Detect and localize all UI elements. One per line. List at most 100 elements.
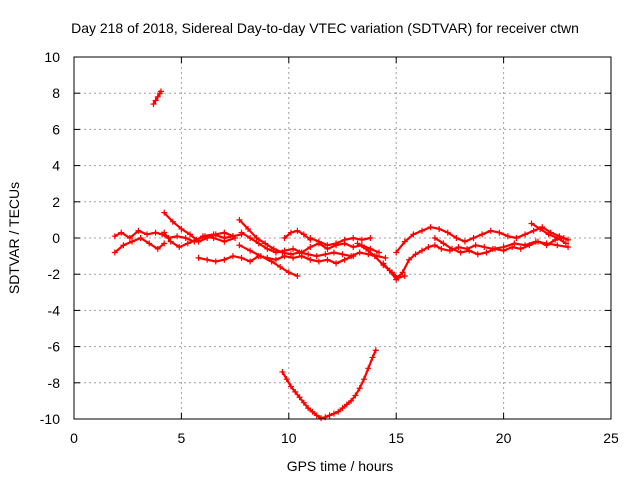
series-track-b (111, 235, 168, 256)
data-point (343, 401, 350, 408)
data-point (431, 242, 438, 249)
y-tick-label: -6 (48, 339, 61, 355)
data-point (292, 388, 299, 395)
data-point (294, 273, 301, 280)
data-point (305, 405, 312, 412)
data-point (221, 256, 228, 263)
data-point (504, 233, 511, 240)
data-point (135, 227, 142, 234)
data-point (285, 269, 292, 276)
data-point (543, 242, 550, 249)
data-point (326, 412, 333, 419)
data-point (154, 245, 161, 252)
data-point (339, 405, 346, 412)
y-tick-label: 10 (44, 49, 60, 65)
data-point (412, 251, 419, 258)
data-point (313, 253, 320, 260)
data-point (322, 251, 329, 258)
data-point (565, 244, 572, 251)
data-point (554, 235, 561, 241)
data-point (483, 249, 490, 256)
series-track-n (431, 235, 567, 258)
data-point (178, 225, 185, 232)
data-point (300, 231, 307, 238)
data-point (210, 235, 217, 241)
data-point (300, 399, 307, 406)
data-point (348, 253, 355, 260)
data-point (186, 231, 193, 238)
data-point (565, 236, 572, 243)
data-point (382, 254, 389, 261)
data-point (120, 242, 127, 249)
data-point (418, 247, 425, 254)
x-tick-label: 25 (603, 430, 619, 446)
y-axis-label: SDTVAR / TECUs (6, 182, 22, 294)
data-point (354, 240, 361, 247)
series-track-q (279, 347, 379, 422)
data-point (307, 256, 314, 263)
data-point (356, 385, 363, 392)
grid-lines (74, 57, 611, 419)
data-point (444, 229, 451, 236)
data-point (431, 235, 438, 241)
data-point (440, 240, 447, 247)
x-tick-label: 0 (70, 430, 78, 446)
data-point (126, 235, 133, 241)
data-point (161, 209, 168, 216)
data-point (369, 354, 376, 361)
data-point (418, 227, 425, 234)
data-point (182, 235, 189, 241)
data-point (318, 415, 325, 422)
data-point (356, 249, 363, 256)
data-point (290, 254, 297, 261)
data-point (363, 245, 370, 252)
data-point (453, 235, 460, 241)
series-line (281, 349, 377, 420)
data-point (315, 258, 322, 265)
data-point (487, 227, 494, 234)
data-point (376, 249, 383, 256)
data-point (335, 408, 342, 415)
y-tick-label: -4 (48, 302, 61, 318)
data-point (481, 244, 488, 251)
data-point (281, 247, 288, 254)
data-point (272, 256, 279, 263)
data-point (257, 253, 264, 260)
data-point (410, 231, 417, 238)
data-point (425, 244, 432, 251)
data-point (472, 242, 479, 249)
data-point (330, 249, 337, 256)
data-point (509, 244, 516, 251)
data-point (238, 254, 245, 261)
data-point (238, 229, 245, 236)
data-point (554, 242, 561, 249)
x-axis-label: GPS time / hours (287, 458, 394, 474)
data-point (333, 260, 340, 267)
series-track-g (236, 242, 301, 280)
data-point (406, 256, 413, 263)
data-point (528, 220, 535, 227)
data-point (315, 238, 322, 245)
data-series (111, 88, 572, 422)
data-point (287, 251, 294, 258)
data-point (212, 231, 219, 238)
series-track-e (195, 253, 357, 267)
data-point (111, 233, 118, 240)
data-point (247, 258, 254, 265)
data-point (128, 238, 135, 245)
data-point (262, 240, 269, 247)
data-point (146, 240, 153, 247)
axes: 0 5 10 15 20 25 -10 -8 -6 -4 -2 0 2 4 6 8 10 (40, 49, 619, 446)
data-point (341, 256, 348, 263)
data-point (268, 258, 275, 265)
data-point (232, 235, 239, 241)
data-point (474, 251, 481, 258)
data-point (236, 242, 243, 249)
data-point (358, 236, 365, 243)
data-point (350, 235, 357, 241)
data-point (212, 258, 219, 265)
data-point (427, 224, 434, 231)
data-point (372, 347, 379, 354)
series-track-h (238, 229, 383, 256)
data-point (380, 260, 387, 267)
